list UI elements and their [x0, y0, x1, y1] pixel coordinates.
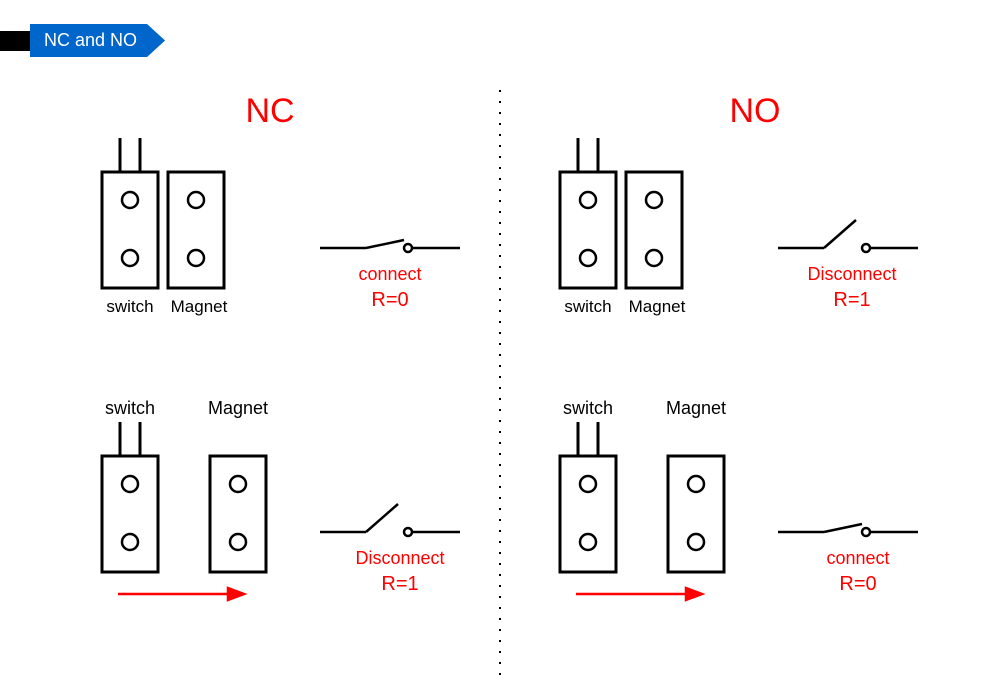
nc-top-symbol-closed: [320, 240, 460, 252]
header: NC and NO: [0, 24, 165, 57]
header-title: NC and NO: [44, 30, 137, 50]
no-top-switch-label: switch: [564, 297, 611, 316]
nc-bot-arrow: [118, 588, 244, 600]
no-top-r: R=1: [833, 289, 870, 311]
nc-top-r: R=0: [371, 289, 408, 311]
no-bot-magnet-label: Magnet: [666, 398, 726, 418]
no-top-symbol-open: [778, 220, 918, 252]
no-bot-arrow: [576, 588, 702, 600]
diagram-area: NC switch Magnet connect R=0 swit: [0, 80, 1000, 700]
no-top-status: Disconnect: [807, 264, 896, 284]
nc-bot-magnet: [210, 456, 266, 572]
nc-bot-magnet-label: Magnet: [208, 398, 268, 418]
no-bot-switch: [560, 422, 616, 572]
no-title: NO: [730, 92, 781, 130]
no-top-magnet-label: Magnet: [629, 297, 686, 316]
nc-top-switch-label: switch: [106, 297, 153, 316]
nc-bot-status: Disconnect: [355, 548, 444, 568]
nc-top-status: connect: [358, 264, 421, 284]
header-accent: [0, 31, 30, 51]
no-bot-status: connect: [826, 548, 889, 568]
nc-bot-switch-label: switch: [105, 398, 155, 418]
no-bot-magnet: [668, 456, 724, 572]
nc-bot-switch: [102, 422, 158, 572]
no-top: switch Magnet Disconnect R=1: [560, 138, 918, 316]
no-bottom: switch Magnet connect R=0: [560, 398, 918, 600]
nc-top: switch Magnet connect R=0: [102, 138, 460, 316]
diagram-svg: NC switch Magnet connect R=0 swit: [0, 80, 1000, 700]
no-bot-switch-label: switch: [563, 398, 613, 418]
nc-bot-symbol-open: [320, 504, 460, 536]
nc-top-magnet: [168, 172, 224, 288]
nc-top-switch: [102, 138, 158, 288]
nc-top-magnet-label: Magnet: [171, 297, 228, 316]
nc-bot-r: R=1: [381, 573, 418, 595]
no-top-switch: [560, 138, 616, 288]
header-title-tag: NC and NO: [30, 24, 165, 57]
no-bot-r: R=0: [839, 573, 876, 595]
no-top-magnet: [626, 172, 682, 288]
nc-title: NC: [245, 92, 294, 130]
no-bot-symbol-closed: [778, 524, 918, 536]
nc-bottom: switch Magnet Disconnect R=1: [102, 398, 460, 600]
